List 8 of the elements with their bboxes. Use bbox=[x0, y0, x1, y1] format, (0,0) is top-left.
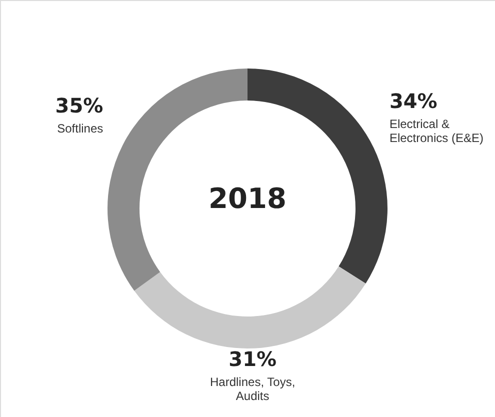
slice-label: Softlines bbox=[57, 121, 104, 136]
text: 2018 bbox=[208, 182, 286, 215]
donut-slice bbox=[134, 266, 366, 348]
data-label: 34% bbox=[389, 88, 438, 113]
slice-label: Hardlines, Toys, Audits bbox=[210, 375, 296, 403]
data-label: 35% bbox=[55, 93, 104, 118]
slice-label: Electrical & Electronics (E&E) bbox=[389, 116, 484, 145]
data-label: 31% bbox=[228, 347, 277, 371]
